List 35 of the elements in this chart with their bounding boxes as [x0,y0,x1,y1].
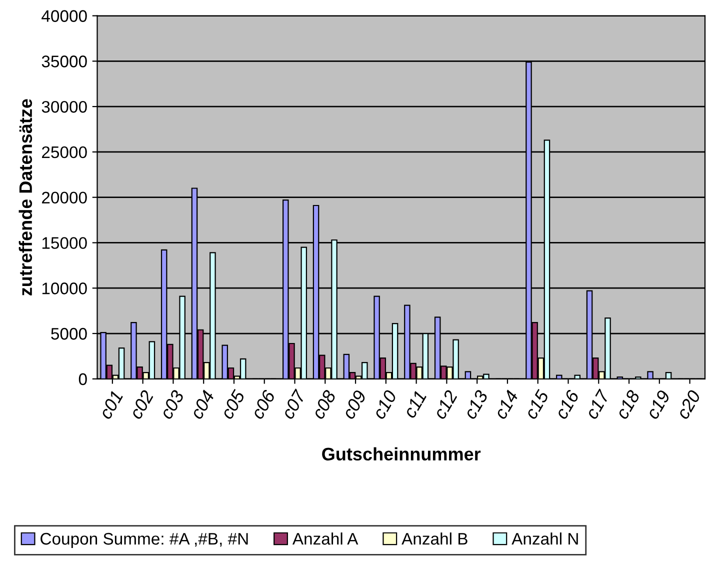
legend-label: Anzahl A [292,532,358,545]
x-tick-label: c15 [524,388,550,420]
y-tick-label: 10000 [42,282,87,294]
x-tick-label: c05 [220,388,246,420]
x-axis-title: Gutscheinnummer [322,447,481,461]
x-tick-label: c09 [342,389,367,420]
y-tick-label: 15000 [42,237,87,249]
legend-label: Anzahl N [512,532,578,545]
x-tick-label: c10 [372,388,398,420]
x-tick-label: c19 [646,389,671,420]
x-tick-label: c02 [128,389,154,420]
x-tick-label: c08 [311,388,337,420]
x-tick-label: c18 [615,388,640,420]
x-tick-label: c03 [159,388,185,420]
y-tick-label: 40000 [42,10,87,22]
y-tick-label: 0 [78,373,87,386]
x-tick-label: c06 [250,388,276,420]
x-tick-label: c16 [554,388,580,420]
y-tick-label: 20000 [42,192,87,204]
x-tick-label: c14 [494,390,519,420]
y-tick-label: 35000 [42,56,87,68]
x-tick-label: c12 [432,389,458,420]
y-axis-title: zutreffende Datensätze [18,99,32,296]
x-tick-label: c01 [98,390,124,420]
x-tick-label: c13 [463,388,488,420]
x-tick-label: c17 [584,388,610,420]
y-tick-label: 30000 [42,100,87,113]
x-tick-label: c20 [676,388,702,420]
y-tick-label: 25000 [42,146,87,158]
legend-label: Coupon Summe: #A ,#B, #N [40,532,248,548]
x-tick-label: c11 [402,390,427,419]
x-tick-label: c07 [280,388,307,420]
legend-label: Anzahl B [402,532,468,545]
y-tick-label: 5000 [51,328,87,340]
x-tick-label: c04 [190,389,215,420]
